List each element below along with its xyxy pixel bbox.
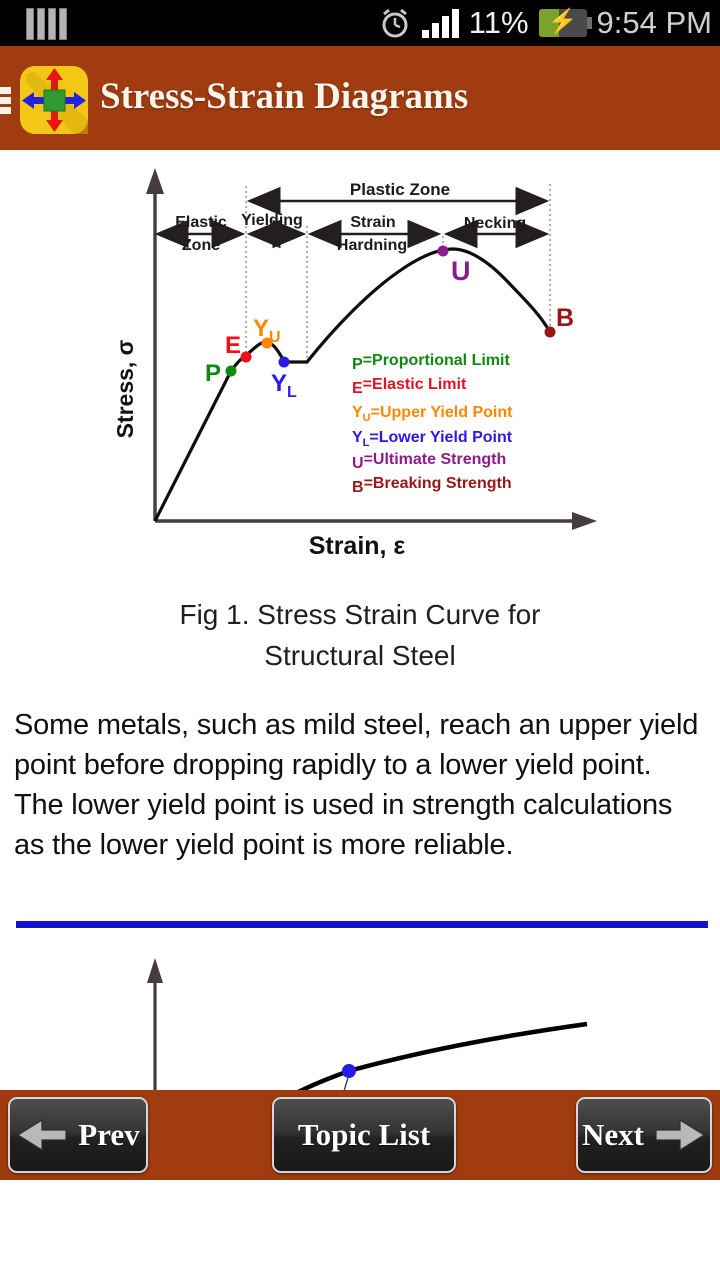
next-button-label: Next <box>582 1117 644 1152</box>
label-YL: YL <box>271 370 297 401</box>
alarm-clock-icon <box>382 8 408 38</box>
axes <box>146 168 597 530</box>
status-time: 9:54 PM <box>596 5 712 40</box>
label-YU: YU <box>253 315 281 346</box>
zone-arrows <box>154 186 550 249</box>
legend-item: YU=Upper Yield Point <box>352 404 513 424</box>
battery-charging-icon: ⚡ <box>538 8 592 37</box>
figure-caption: Fig 1. Stress Strain Curve for Structura… <box>0 594 720 676</box>
stress-strain-diagram: Plastic Zone Elastic Zone Yielding Strai… <box>112 168 597 560</box>
second-diagram-partial <box>147 958 588 1090</box>
next-button[interactable]: Next <box>576 1097 712 1173</box>
label-P: P <box>205 360 221 387</box>
diagram-legend: P=Proportional Limit E=Elastic Limit YU=… <box>352 352 513 496</box>
arrow-right-icon <box>655 1118 706 1152</box>
label-B: B <box>556 304 574 332</box>
curve-points <box>225 245 556 377</box>
prev-button[interactable]: Prev <box>8 1097 148 1173</box>
x-axis-label: Strain, ε <box>309 532 406 560</box>
elastic-zone-label-1: Elastic <box>175 214 227 231</box>
topic-list-button-label: Topic List <box>297 1117 431 1152</box>
page-title: Stress-Strain Diagrams <box>100 75 469 117</box>
topic-list-button[interactable]: Topic List <box>272 1097 456 1173</box>
point-B <box>544 326 556 338</box>
stress-strain-curve <box>153 247 552 522</box>
point-YL <box>278 356 290 368</box>
point-YU <box>261 337 273 349</box>
yielding-label: Yielding <box>241 212 303 229</box>
second-curve-point <box>342 1064 356 1078</box>
elastic-zone-label-2: Zone <box>182 237 220 254</box>
second-curve <box>297 1021 588 1090</box>
legend-item: B=Breaking Strength <box>352 475 512 496</box>
strain-hardening-label-2: Hardning <box>337 237 407 254</box>
app-header: Stress-Strain Diagrams <box>0 46 720 150</box>
point-E <box>240 351 252 363</box>
strain-hardening-label-1: Strain <box>350 214 395 231</box>
battery-percent: 11% <box>468 5 529 40</box>
legend-item: U=Ultimate Strength <box>352 451 506 472</box>
label-E: E <box>225 332 241 359</box>
signal-strength-icon <box>421 8 459 38</box>
body-text: Some metals, such as mild steel, reach a… <box>14 709 699 861</box>
legend-item: P=Proportional Limit <box>352 352 510 373</box>
app-logo-icon <box>20 66 88 134</box>
figure-caption-line2: Structural Steel <box>264 640 456 671</box>
arrow-left-icon <box>17 1118 67 1152</box>
section-divider <box>16 921 708 928</box>
plastic-zone-label: Plastic Zone <box>350 180 450 199</box>
status-bar: 11% ⚡ 9:54 PM <box>0 0 720 46</box>
point-P <box>225 365 237 377</box>
legend-item: E=Elastic Limit <box>352 376 467 397</box>
legend-item: YL=Lower Yield Point <box>352 429 513 449</box>
zone-divider-lines <box>245 184 551 359</box>
bottom-nav-bar: Prev Topic List Next <box>0 1090 720 1180</box>
notification-bars-icon <box>26 8 67 40</box>
zone-labels: Plastic Zone Elastic Zone Yielding Strai… <box>175 180 526 254</box>
prev-button-label: Prev <box>78 1117 140 1152</box>
label-U: U <box>451 256 471 286</box>
necking-label: Necking <box>464 215 526 232</box>
y-axis-label: Stress, σ <box>112 339 138 438</box>
figure-caption-line1: Fig 1. Stress Strain Curve for <box>179 599 541 630</box>
point-U <box>437 245 449 257</box>
hamburger-menu-icon[interactable] <box>0 87 11 117</box>
point-labels: P E YU YL U B <box>205 256 574 401</box>
